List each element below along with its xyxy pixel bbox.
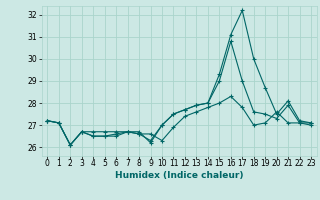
X-axis label: Humidex (Indice chaleur): Humidex (Indice chaleur): [115, 171, 244, 180]
